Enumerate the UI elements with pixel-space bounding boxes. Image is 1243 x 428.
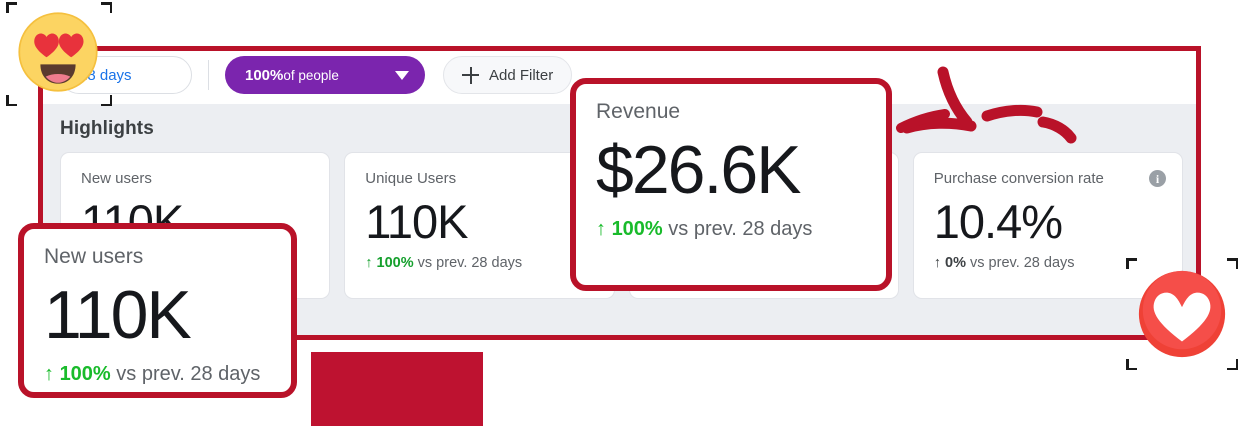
callout-delta: ↑ 100% vs prev. 28 days [596, 214, 866, 244]
chevron-down-icon [395, 70, 409, 80]
trend-up-icon: ↑ [365, 255, 373, 271]
trend-up-icon: ↑ [596, 218, 606, 240]
metric-delta-suffix: vs prev. 28 days [417, 255, 523, 271]
callout-label: New users [44, 245, 144, 268]
callout-value: 110K [44, 277, 192, 353]
metric-label: Purchase conversion rate [933, 170, 1104, 187]
callout-delta-suffix: vs prev. 28 days [116, 363, 261, 385]
metric-card[interactable]: Purchase conversion rate i 10.4% ↑ 0% vs… [912, 152, 1183, 299]
add-filter-button[interactable]: Add Filter [443, 56, 573, 94]
hand-drawn-left-arrow [895, 60, 1085, 150]
trend-up-icon: ↑ [933, 255, 941, 271]
add-filter-label: Add Filter [489, 66, 554, 84]
callout-card-new-users: New users 110K ↑ 100% vs prev. 28 days [18, 223, 297, 398]
trend-up-icon: ↑ [44, 363, 54, 385]
handle-bottom-left[interactable] [6, 95, 17, 106]
handle-top-right[interactable] [101, 2, 112, 13]
callout-delta-pct: 100% [611, 218, 663, 240]
metric-delta: ↑ 100% vs prev. 28 days [365, 253, 593, 273]
heart-eyes-emoji[interactable] [14, 8, 102, 96]
metric-delta-pct: 100% [376, 255, 414, 271]
metric-delta-suffix: vs prev. 28 days [970, 255, 1075, 271]
red-redaction-rectangle [311, 352, 483, 426]
metric-delta: ↑ 0% vs prev. 28 days [934, 253, 1162, 273]
callout-label: Revenue [596, 100, 681, 123]
callout-value: $26.6K [596, 132, 802, 208]
toolbar-divider [208, 60, 209, 90]
audience-dropdown[interactable]: 100%of people [225, 56, 425, 94]
audience-pct: 100% [245, 66, 284, 84]
metric-label: New users [81, 170, 152, 187]
metric-value: 110K [365, 195, 468, 248]
callout-delta-pct: 100% [59, 363, 111, 385]
metric-value: 10.4% [933, 195, 1063, 248]
metric-card[interactable]: Unique Users 110K ↑ 100% vs prev. 28 day… [344, 152, 615, 299]
audience-label: of people [283, 67, 339, 83]
metric-delta-pct: 0% [945, 255, 966, 271]
info-icon[interactable]: i [1149, 170, 1166, 187]
callout-delta: ↑ 100% vs prev. 28 days [44, 359, 271, 389]
callout-card-revenue: Revenue $26.6K ↑ 100% vs prev. 28 days [570, 78, 892, 291]
audience-text: 100%of people [245, 67, 339, 84]
love-reaction-icon[interactable] [1133, 265, 1231, 363]
metric-label: Unique Users [365, 170, 457, 187]
filter-toolbar: 28 days 100%of people Add Filter [38, 46, 1201, 104]
plus-icon [462, 66, 479, 84]
page-title: Highlights [60, 118, 154, 139]
callout-delta-suffix: vs prev. 28 days [668, 218, 813, 240]
